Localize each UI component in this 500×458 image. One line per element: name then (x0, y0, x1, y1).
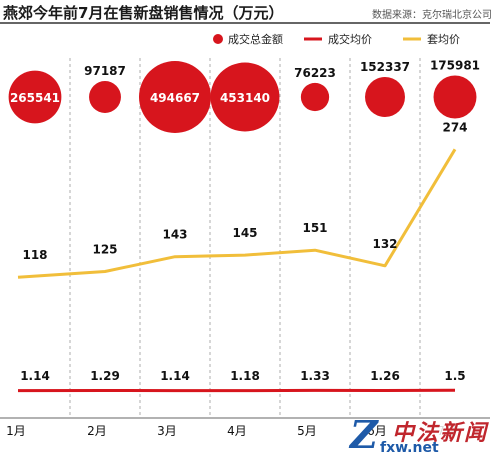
watermark-logo-cn: 中法新闻 (392, 420, 489, 446)
bubble-value-label: 97187 (84, 64, 126, 78)
red-value-label: 1.26 (370, 369, 400, 383)
x-tick-label: 4月 (227, 424, 247, 438)
x-tick-label: 6月 (367, 424, 387, 438)
red-value-label: 1.18 (230, 369, 260, 383)
x-tick-label: 1月 (6, 424, 26, 438)
legend-label: 成交总金额 (228, 32, 283, 46)
red-value-label: 1.5 (444, 369, 465, 383)
gold-value-label: 132 (372, 237, 397, 251)
legend-label: 成交均价 (328, 32, 372, 46)
legend-marker-成交总金额 (213, 34, 223, 44)
bubble-value-label: 175981 (430, 59, 480, 73)
bubble-5月 (300, 82, 330, 112)
legend-label: 套均价 (427, 33, 460, 46)
series-lines (17, 148, 457, 393)
red-value-label: 1.33 (300, 369, 330, 383)
watermark-logo-letter: Z (350, 412, 378, 457)
bubble-4月 (210, 62, 280, 132)
red-value-label: 1.29 (90, 369, 120, 383)
bubble-value-label: 453140 (220, 91, 270, 105)
gold-value-label: 151 (302, 221, 327, 235)
data-labels: 265541 97187 494667 453140 76223 152337 175981… (10, 59, 480, 383)
amount-bubbles (8, 61, 477, 133)
bubble-value-label: 494667 (150, 91, 200, 105)
x-tick-label: 5月 (297, 424, 317, 438)
bubble-value-label: 76223 (294, 66, 336, 80)
x-tick-label: 7月 (437, 424, 457, 438)
red-value-label: 1.14 (20, 369, 50, 383)
bubble-3月 (139, 61, 211, 133)
x-axis: 1月 2月 3月 4月 5月 6月 7月 (0, 417, 490, 438)
bubble-2月 (89, 81, 121, 113)
bubble-7月 (433, 75, 477, 119)
watermark-url: fxw.net (380, 440, 439, 456)
x-tick-label: 2月 (87, 424, 107, 438)
gold-value-label: 125 (92, 243, 117, 257)
gold-value-label: 118 (22, 248, 47, 262)
legend: 成交总金额 成交均价 套均价 (213, 32, 460, 46)
chart-title: 燕郊今年前7月在售新盘销售情况（万元） (3, 4, 284, 22)
x-tick-label: 3月 (157, 424, 177, 438)
gold-value-label: 143 (162, 228, 187, 242)
grid-lines (0, 22, 490, 418)
line-套均价 (17, 148, 457, 279)
gold-value-label: 145 (232, 226, 257, 240)
gold-value-label: 274 (442, 120, 467, 134)
bubble-6月 (365, 77, 405, 117)
data-source: 数据来源：克尔瑞北京公司 (372, 10, 492, 21)
red-value-label: 1.14 (160, 369, 190, 383)
bubble-1月 (8, 70, 62, 124)
bubble-value-label: 265541 (10, 91, 60, 105)
bubble-value-label: 152337 (360, 60, 410, 74)
